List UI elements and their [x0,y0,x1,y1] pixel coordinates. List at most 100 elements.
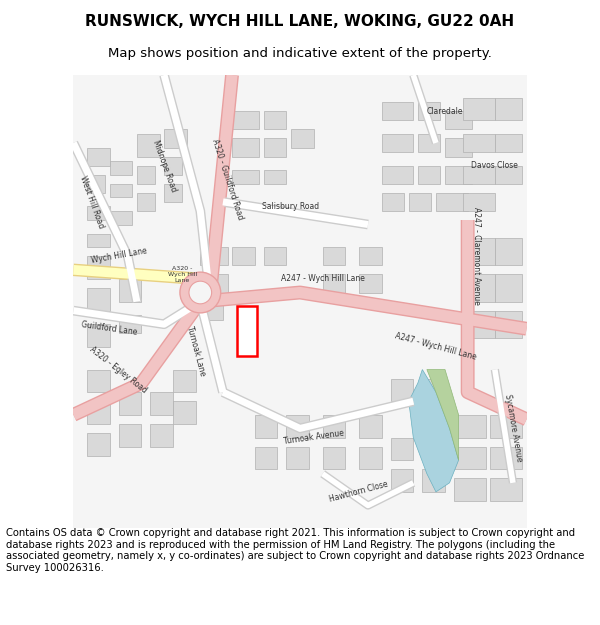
Bar [87,401,110,424]
Bar [382,134,413,152]
Bar [87,174,105,192]
Bar [151,424,173,446]
Bar [87,206,110,220]
Text: Guildford Lane: Guildford Lane [81,321,138,337]
Text: Turnoak Lane: Turnoak Lane [185,326,207,378]
Bar [391,438,413,460]
Bar [119,424,142,446]
Bar [382,166,413,184]
Bar [87,256,110,279]
Bar [232,247,254,265]
Bar [164,156,182,174]
Text: A320 - Guildford Road: A320 - Guildford Road [210,138,245,221]
Bar [200,247,227,265]
Bar [359,274,382,292]
Bar [87,433,110,456]
Bar [232,111,259,129]
Polygon shape [427,369,458,460]
Bar [463,192,495,211]
Bar [291,129,314,148]
Bar [110,211,133,224]
Bar [495,238,522,265]
Bar [87,369,110,392]
Bar [137,192,155,211]
Text: Map shows position and indicative extent of the property.: Map shows position and indicative extent… [108,48,492,61]
Bar [264,170,286,184]
Bar [463,274,495,301]
Bar [164,184,182,202]
Bar [463,134,495,152]
Bar [409,192,431,211]
Bar [173,369,196,392]
Bar [422,469,445,492]
Text: Contains OS data © Crown copyright and database right 2021. This information is : Contains OS data © Crown copyright and d… [6,528,584,573]
Bar [495,98,522,120]
Bar [200,301,223,319]
Circle shape [189,281,212,304]
Bar [264,111,286,129]
Text: Sycamore Avenue: Sycamore Avenue [503,394,523,463]
Bar [418,102,440,120]
Bar [382,102,413,120]
Bar [359,415,382,437]
Bar [173,401,196,424]
Bar [422,438,445,460]
Bar [436,192,467,211]
Bar [418,134,440,152]
Bar [286,415,309,437]
Circle shape [180,272,221,313]
Bar [418,166,440,184]
Text: A320 -
Wych Hill
Lane: A320 - Wych Hill Lane [167,266,197,282]
Bar [232,170,259,184]
Bar [391,469,413,492]
Text: West Hill Road: West Hill Road [78,174,105,229]
Bar [254,415,277,437]
Bar [264,138,286,156]
Bar [495,311,522,338]
Bar [232,138,259,156]
Bar [137,134,160,156]
Text: A247 - Wych Hill Lane: A247 - Wych Hill Lane [281,274,365,284]
Bar [200,274,227,292]
Bar [323,415,346,437]
Text: Midnope Road: Midnope Road [151,139,178,192]
Bar [454,415,486,437]
Text: Turnoak Avenue: Turnoak Avenue [283,429,344,446]
Bar [323,446,346,469]
Text: RUNSWICK, WYCH HILL LANE, WOKING, GU22 0AH: RUNSWICK, WYCH HILL LANE, WOKING, GU22 0… [85,14,515,29]
Bar [359,247,382,265]
Bar [495,166,522,184]
Bar [382,192,404,211]
Bar [110,184,133,198]
Bar [323,247,346,265]
Bar [137,166,155,184]
Bar [490,478,522,501]
Text: Davos Close: Davos Close [472,161,518,170]
Bar [495,274,522,301]
Bar [254,446,277,469]
Bar [422,379,445,401]
Bar [445,138,472,156]
Bar [463,238,495,265]
Bar [151,392,173,415]
Bar [463,311,495,338]
Text: A247 - Claremont Avenue: A247 - Claremont Avenue [472,208,481,305]
Bar [87,148,110,166]
Text: Hawthorn Close: Hawthorn Close [329,480,389,504]
Bar [119,279,142,301]
Bar [490,446,522,469]
Bar [236,306,257,356]
Bar [264,247,286,265]
Bar [164,129,187,148]
Text: A320 - Egley Road: A320 - Egley Road [88,344,149,394]
Bar [495,134,522,152]
Bar [286,446,309,469]
Text: Salisbury Road: Salisbury Road [262,202,320,211]
Bar [463,166,495,184]
Bar [490,415,522,437]
Bar [323,274,346,292]
Bar [110,161,133,174]
Bar [445,166,472,184]
Text: A247 - Wych Hill Lane: A247 - Wych Hill Lane [394,332,478,362]
Text: Claredale: Claredale [427,107,463,116]
